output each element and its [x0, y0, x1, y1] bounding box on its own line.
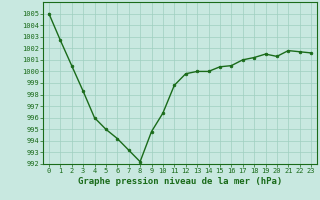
X-axis label: Graphe pression niveau de la mer (hPa): Graphe pression niveau de la mer (hPa) [78, 177, 282, 186]
